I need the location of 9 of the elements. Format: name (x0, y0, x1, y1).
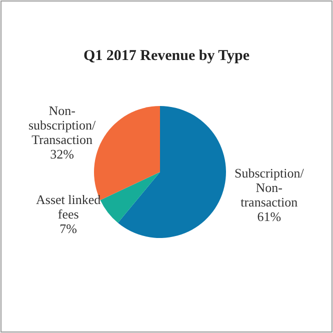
slice-label: Subscription/Non-transaction (234, 165, 304, 210)
data-label: 32% (50, 146, 74, 162)
pie-slice (118, 106, 226, 238)
slice-label: Asset linked fees (36, 192, 102, 222)
data-label: 61% (257, 208, 282, 224)
data-label: 7% (60, 221, 78, 236)
pie-slice (100, 172, 160, 223)
slice-label: Non-subscription/Transaction (28, 103, 96, 148)
chart-title: Q1 2017 Revenue by Type (83, 48, 250, 64)
